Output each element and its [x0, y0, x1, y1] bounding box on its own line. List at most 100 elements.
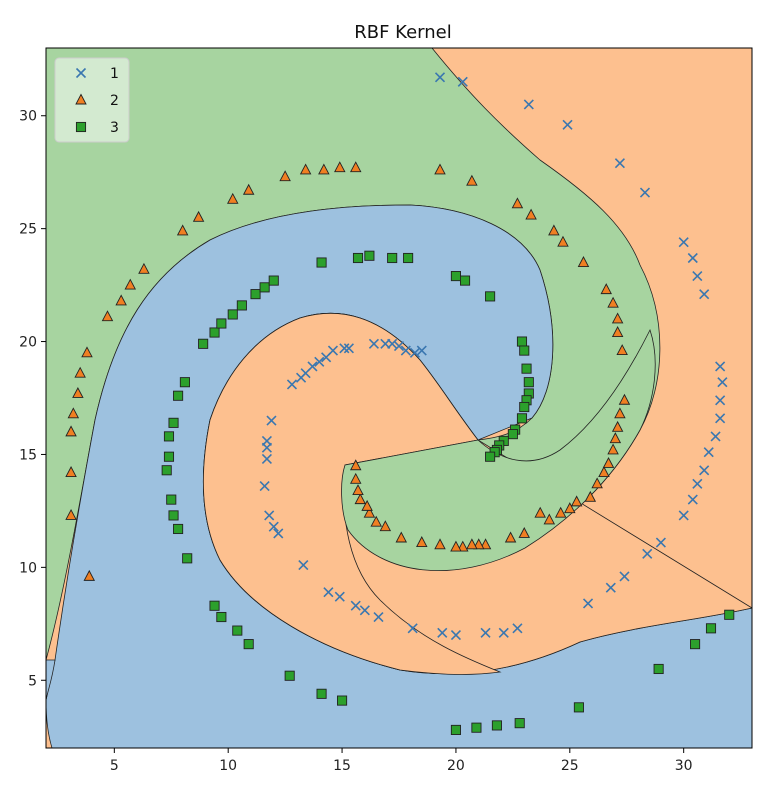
data-point-series-2 — [548, 224, 560, 236]
data-point-series-2 — [279, 170, 291, 182]
data-point-series-3 — [168, 510, 179, 521]
data-point-series-1 — [710, 431, 721, 442]
data-point-series-2 — [334, 161, 346, 173]
data-point-series-3 — [514, 718, 525, 729]
data-point-series-2 — [115, 294, 127, 306]
data-point-series-3 — [216, 611, 227, 623]
x-tick-label: 20 — [447, 758, 465, 774]
data-point-series-2 — [609, 432, 622, 444]
data-point-series-3 — [653, 663, 664, 675]
data-point-series-3 — [161, 465, 172, 476]
data-point-series-1 — [314, 356, 325, 367]
data-point-series-3 — [450, 271, 461, 282]
data-point-series-1 — [605, 582, 616, 593]
data-point-series-1 — [416, 345, 427, 356]
data-point-series-1 — [400, 345, 411, 356]
data-point-series-1 — [687, 252, 698, 264]
data-point-series-3 — [173, 390, 184, 401]
data-point-series-2 — [138, 262, 150, 274]
legend-label-1: 1 — [110, 66, 119, 82]
data-point-series-3 — [450, 724, 461, 735]
data-point-series-2 — [577, 256, 590, 267]
data-point-series-2 — [457, 540, 469, 552]
data-point-series-2 — [554, 506, 567, 518]
data-point-series-1 — [334, 591, 345, 602]
data-point-series-1 — [307, 361, 318, 372]
data-point-series-2 — [611, 312, 624, 324]
data-point-series-2 — [176, 224, 189, 236]
data-point-series-3 — [316, 688, 327, 699]
data-point-series-1 — [562, 119, 573, 130]
data-point-series-1 — [266, 415, 277, 426]
data-point-series-1 — [298, 560, 309, 571]
legend-label-3: 3 — [110, 120, 119, 136]
data-point-series-2 — [349, 161, 362, 173]
y-tick-label: 10 — [19, 560, 37, 576]
data-point-series-3 — [227, 309, 238, 320]
data-point-series-3 — [316, 257, 327, 268]
data-point-series-1 — [339, 343, 350, 354]
data-point-series-2 — [74, 366, 86, 378]
legend-marker-2 — [75, 93, 87, 105]
data-point-series-1 — [343, 343, 354, 354]
data-point-series-1 — [692, 270, 703, 282]
y-axis: 5 10 15 20 25 30 — [19, 109, 46, 689]
data-point-series-1 — [717, 377, 728, 388]
data-point-series-3 — [507, 429, 518, 440]
data-point-series-3 — [243, 639, 254, 650]
data-point-series-2 — [81, 346, 93, 358]
data-point-series-2 — [124, 278, 137, 290]
data-point-series-2 — [543, 513, 556, 525]
x-axis: 5 10 15 20 25 30 — [110, 748, 693, 774]
data-point-series-1 — [407, 623, 418, 634]
region-class-2-core — [203, 312, 502, 675]
data-point-series-2 — [72, 387, 84, 398]
y-tick-label: 30 — [19, 109, 37, 125]
data-point-series-1 — [261, 453, 272, 465]
data-point-series-1 — [699, 289, 710, 300]
data-point-series-1 — [678, 237, 689, 248]
data-point-series-3 — [690, 639, 701, 650]
data-point-series-2 — [534, 506, 546, 518]
axes-frame — [45, 47, 753, 749]
y-tick-label: 5 — [28, 673, 37, 689]
x-tick-label: 5 — [110, 758, 119, 774]
data-point-series-1 — [286, 379, 298, 390]
data-point-series-2 — [370, 515, 382, 527]
data-point-series-1 — [259, 480, 270, 492]
data-point-series-3 — [198, 338, 209, 349]
data-point-series-3 — [724, 609, 735, 620]
data-point-series-2 — [65, 425, 77, 437]
data-point-series-1 — [359, 605, 370, 616]
data-point-series-1 — [498, 627, 509, 638]
data-point-series-1 — [450, 630, 462, 641]
data-point-series-1 — [261, 435, 272, 446]
data-point-series-1 — [373, 611, 384, 623]
data-point-series-3 — [179, 377, 190, 388]
data-point-series-2 — [557, 235, 569, 247]
data-point-series-3 — [173, 523, 184, 535]
data-point-series-1 — [480, 627, 491, 638]
region-class-1-bottom-left — [46, 659, 56, 701]
data-point-series-1 — [393, 340, 405, 352]
data-point-series-3 — [216, 318, 227, 329]
data-point-series-2 — [318, 163, 330, 175]
data-point-series-1 — [703, 447, 714, 458]
data-point-series-3 — [337, 695, 348, 706]
data-point-series-3 — [519, 401, 530, 413]
data-point-series-3 — [523, 377, 534, 388]
data-point-series-1 — [434, 72, 446, 83]
data-point-series-1 — [409, 347, 421, 358]
data-point-series-2 — [434, 538, 446, 550]
data-point-series-2 — [570, 495, 583, 507]
legend-marker-3 — [75, 121, 87, 133]
data-point-series-1 — [715, 413, 726, 424]
data-point-series-2 — [618, 393, 631, 405]
data-point-series-3 — [485, 451, 496, 462]
data-point-series-3 — [491, 720, 502, 731]
data-point-series-1 — [655, 537, 666, 548]
y-tick-label: 20 — [19, 335, 37, 351]
data-point-series-1 — [619, 571, 630, 582]
data-point-series-2 — [101, 310, 114, 322]
